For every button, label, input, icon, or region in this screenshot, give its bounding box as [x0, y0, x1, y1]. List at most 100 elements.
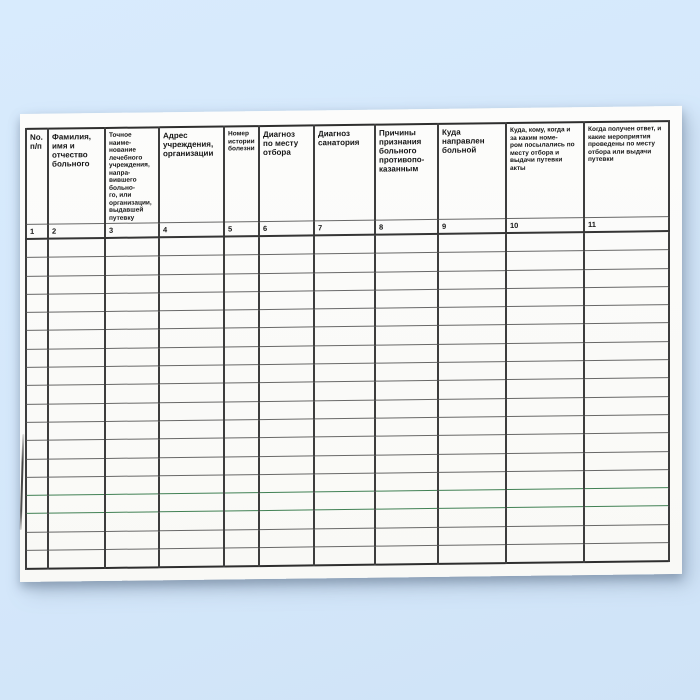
empty-cell — [224, 529, 259, 549]
empty-cell — [159, 365, 224, 385]
column-number-8: 8 — [375, 219, 438, 235]
empty-cell — [159, 438, 224, 458]
empty-cell — [105, 347, 159, 367]
empty-cell — [375, 325, 438, 345]
empty-cell — [314, 290, 375, 310]
empty-cell — [375, 435, 438, 455]
empty-cell — [584, 249, 669, 270]
empty-cell — [259, 546, 314, 567]
empty-cell — [584, 286, 669, 306]
empty-cell — [259, 528, 314, 548]
empty-cell — [375, 472, 438, 492]
empty-cell — [224, 328, 259, 347]
empty-cell — [26, 495, 48, 514]
empty-cell — [506, 470, 584, 490]
empty-cell — [314, 509, 375, 529]
empty-cell — [105, 457, 159, 477]
empty-cell — [375, 417, 438, 437]
header-cell-6: Диагноз по месту отбора — [259, 125, 314, 222]
empty-cell — [48, 237, 105, 258]
empty-cell — [105, 548, 159, 569]
empty-cell — [314, 326, 375, 346]
empty-cell — [314, 436, 375, 456]
empty-cell — [105, 256, 159, 276]
empty-cell — [105, 530, 159, 550]
empty-cell — [259, 437, 314, 457]
empty-cell — [584, 524, 669, 544]
empty-cell — [314, 381, 375, 401]
empty-cell — [224, 547, 259, 567]
empty-cell — [159, 328, 224, 348]
empty-cell — [224, 273, 259, 292]
empty-cell — [26, 440, 48, 459]
empty-cell — [584, 341, 669, 361]
empty-cell — [375, 307, 438, 327]
empty-cell — [159, 291, 224, 311]
empty-cell — [375, 545, 438, 566]
empty-cell — [375, 233, 438, 254]
empty-cell — [584, 377, 669, 398]
empty-cell — [375, 380, 438, 400]
empty-cell — [48, 494, 105, 514]
empty-cell — [584, 304, 669, 325]
empty-cell — [48, 439, 105, 459]
empty-cell — [314, 271, 375, 291]
header-cell-5: Номер истории болезни — [224, 126, 259, 223]
empty-cell — [506, 378, 584, 399]
empty-cell — [584, 268, 669, 288]
empty-cell — [48, 512, 105, 532]
empty-cell — [314, 344, 375, 364]
empty-cell — [105, 384, 159, 404]
column-number-11: 11 — [584, 216, 669, 233]
empty-cell — [48, 384, 105, 404]
empty-cell — [314, 491, 375, 511]
empty-cell — [375, 344, 438, 364]
empty-cell — [259, 254, 314, 274]
empty-cell — [438, 544, 506, 565]
empty-cell — [224, 437, 259, 457]
empty-cell — [259, 510, 314, 530]
empty-cell — [259, 492, 314, 512]
empty-cell — [224, 419, 259, 439]
empty-cell — [438, 251, 506, 271]
empty-cell — [259, 473, 314, 493]
empty-cell — [506, 543, 584, 564]
empty-cell — [48, 458, 105, 478]
empty-cell — [48, 348, 105, 368]
column-number-5: 5 — [224, 221, 259, 237]
column-number-3: 3 — [105, 222, 159, 238]
header-cell-9: Куда направлен больной — [438, 123, 506, 220]
scanned-page: No. п/п Фамилия, имя и отчество больного Т… — [19, 105, 682, 582]
empty-cell — [314, 527, 375, 547]
empty-cell — [159, 401, 224, 421]
empty-cell — [375, 362, 438, 382]
empty-cell — [314, 454, 375, 474]
header-cell-7: Диагноз санатория — [314, 124, 375, 221]
empty-cell — [314, 418, 375, 438]
empty-cell — [159, 529, 224, 549]
empty-cell — [375, 270, 438, 291]
empty-cell — [375, 490, 438, 510]
empty-cell — [438, 288, 506, 308]
column-number-10: 10 — [506, 217, 584, 234]
empty-cell — [26, 403, 48, 423]
empty-cell — [26, 330, 48, 350]
empty-cell — [584, 542, 669, 563]
empty-cell — [506, 507, 584, 527]
empty-cell — [48, 293, 105, 313]
empty-cell — [584, 396, 669, 416]
empty-cell — [259, 235, 314, 255]
empty-cell — [259, 363, 314, 383]
empty-cell — [224, 309, 259, 329]
empty-cell — [259, 272, 314, 292]
empty-cell — [259, 418, 314, 438]
empty-cell — [48, 311, 105, 331]
empty-cell — [159, 383, 224, 403]
empty-cell — [375, 527, 438, 547]
empty-cell — [105, 292, 159, 312]
empty-cell — [506, 525, 584, 545]
empty-cell — [438, 379, 506, 400]
empty-cell — [259, 309, 314, 329]
empty-cell — [48, 366, 105, 386]
empty-cell — [506, 415, 584, 435]
